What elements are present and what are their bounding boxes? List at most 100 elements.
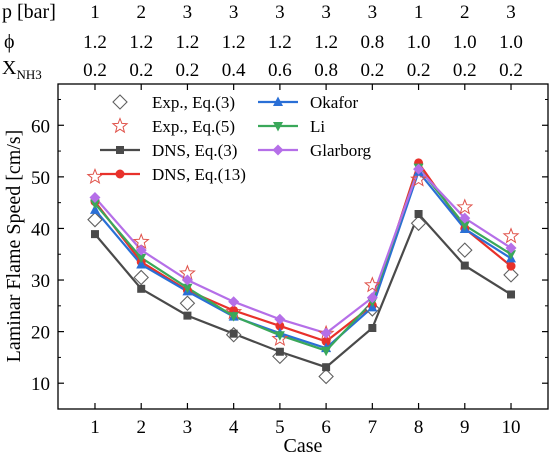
- series-markers: [90, 210, 516, 372]
- data-point: [228, 296, 240, 308]
- series-dns-eq-3: [94, 211, 512, 369]
- row-label-pressure: p [bar]: [2, 1, 56, 23]
- data-point: [456, 198, 474, 215]
- table-cell: 2: [136, 2, 146, 23]
- table-cell: 3: [183, 2, 193, 23]
- table-cell: 1.2: [222, 32, 246, 53]
- plot-area: [57, 83, 549, 410]
- x-tick-label: 9: [460, 417, 470, 438]
- table-cell: 3: [321, 2, 331, 23]
- table-cell: 1.2: [129, 32, 153, 53]
- table-cell: 0.2: [407, 60, 431, 81]
- data-point: [229, 329, 238, 338]
- table-cell: 2: [460, 2, 470, 23]
- data-point: [503, 267, 519, 283]
- data-point: [136, 259, 147, 269]
- legend-marker: [115, 169, 125, 179]
- data-point: [502, 227, 520, 244]
- x-tick-label: 3: [183, 417, 193, 438]
- x-tick-label: 7: [368, 417, 378, 438]
- x-tick-label: 2: [136, 417, 146, 438]
- y-tick-label: 20: [31, 323, 50, 344]
- data-point: [320, 327, 332, 339]
- table-cell: 3: [506, 2, 516, 23]
- legend-label: Exp., Eq.(3): [152, 93, 235, 112]
- parameter-table: p [bar] ϕ XNH3 1 2 3 3 3 3 3 1 2 3 1.2 1.2 1.2 1.2 1.2…: [2, 1, 523, 82]
- series-line: [94, 165, 512, 352]
- table-cell: 0.2: [360, 60, 384, 81]
- x-tick-label: 6: [321, 417, 331, 438]
- y-tick-label: 50: [31, 168, 50, 189]
- data-point: [413, 163, 425, 175]
- table-cell: 0.4: [222, 60, 246, 81]
- table-cell: 1.0: [407, 32, 431, 53]
- y-tick-label: 40: [31, 219, 50, 240]
- x-tick-label: 4: [229, 417, 239, 438]
- data-point: [182, 283, 193, 294]
- row-label-xnh3: XNH3: [2, 57, 42, 82]
- x-tick-label: 5: [275, 417, 285, 438]
- series-line: [94, 169, 512, 350]
- series-line: [94, 211, 512, 369]
- data-point: [321, 336, 331, 346]
- table-cell: 1: [90, 2, 100, 23]
- data-point: [506, 261, 516, 271]
- series-glarborg: [94, 167, 512, 335]
- table-cell: 0.2: [453, 60, 477, 81]
- series-markers: [89, 163, 517, 339]
- legend-marker: [273, 96, 283, 106]
- row-label-nh3-subscript: NH3: [16, 67, 41, 82]
- data-point: [137, 284, 146, 293]
- series-line: [94, 167, 512, 335]
- table-cell: 3: [368, 2, 378, 23]
- legend-marker: [272, 144, 284, 156]
- x-tick-label: 1: [90, 417, 100, 438]
- data-point: [274, 331, 285, 341]
- data-point: [275, 347, 284, 356]
- data-point: [460, 261, 469, 270]
- table-cell: 3: [275, 2, 285, 23]
- table-cell: 0.2: [83, 60, 107, 81]
- data-point: [368, 324, 377, 333]
- data-point: [87, 211, 103, 228]
- table-cell: 1.2: [268, 32, 292, 53]
- data-point: [459, 221, 470, 231]
- x-tick-label: 10: [502, 417, 521, 438]
- data-point: [183, 311, 192, 320]
- legend-label: Glarborg: [310, 141, 372, 160]
- data-point: [89, 191, 101, 203]
- table-cell: 0.6: [268, 60, 292, 81]
- data-point: [318, 368, 334, 385]
- y-tick-label: 10: [31, 374, 50, 395]
- series-okafor: [94, 169, 512, 350]
- axes: 1 2 3 4 5 6 7 8 9 10 10 20 30 40 50 60: [31, 84, 548, 438]
- series-line: [94, 160, 512, 343]
- data-point: [271, 329, 289, 347]
- legend-marker: [116, 146, 124, 154]
- series-layer: [86, 158, 520, 385]
- x-tick-label: 8: [414, 417, 424, 438]
- data-point: [181, 274, 193, 286]
- table-cell: 0.8: [314, 60, 338, 81]
- legend-marker: [273, 122, 283, 132]
- data-point: [136, 253, 147, 264]
- legend: Exp., Eq.(3) Exp., Eq.(5) DNS, Eq.(3) DNS, …: [100, 93, 372, 184]
- legend-label: Li: [310, 117, 325, 136]
- y-tick-label: 30: [31, 271, 50, 292]
- row-label-phi: ϕ: [4, 31, 15, 53]
- data-point: [506, 250, 517, 260]
- table-cell: 1.0: [453, 32, 477, 53]
- table-cell: 1.0: [499, 32, 523, 53]
- data-point: [366, 292, 378, 304]
- data-point: [457, 242, 473, 258]
- data-point: [228, 312, 239, 322]
- data-point: [322, 363, 331, 372]
- data-point: [363, 276, 381, 293]
- data-point: [414, 210, 423, 218]
- legend-label: DNS, Eq.(3): [152, 141, 237, 160]
- table-cell: 0.2: [129, 60, 153, 81]
- table-cell: 3: [229, 2, 239, 23]
- legend-marker: [111, 117, 129, 134]
- data-point: [410, 170, 428, 187]
- data-point: [275, 321, 285, 331]
